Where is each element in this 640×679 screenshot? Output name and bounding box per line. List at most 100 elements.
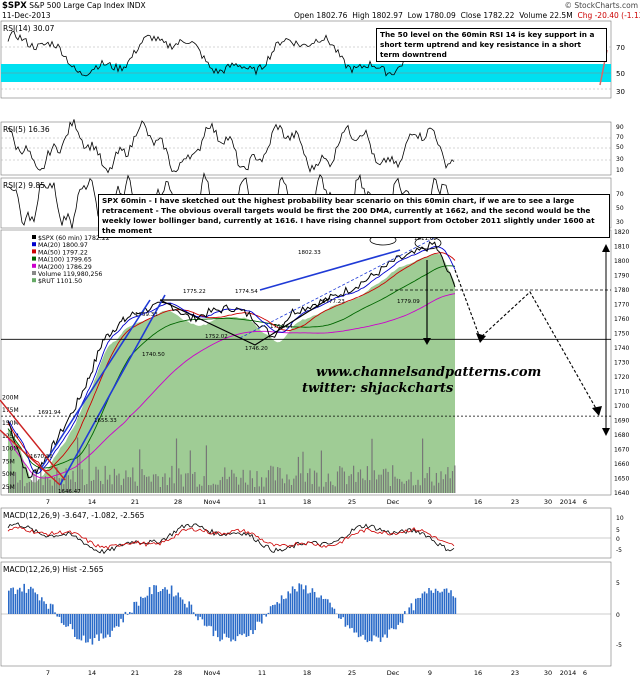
volume-bar [353,465,355,493]
price-tick: 1690 [614,418,629,425]
histogram-bar [243,614,245,634]
histogram-bar [241,614,243,636]
volume-bar [364,480,366,493]
date-tick: 16 [474,669,482,677]
histogram-bar [322,599,325,614]
drop-arrowhead [423,338,431,345]
volume-bar [251,478,253,493]
legend-item: MA(50) 1797.22 [38,249,88,256]
histogram-bar [100,614,102,634]
date-tick: 11 [258,669,266,677]
histogram-bar [201,614,204,620]
histogram-bar [245,614,248,637]
volume-value: Volume 22.5M [519,11,573,20]
histogram-bar [353,614,355,633]
volume-bar [93,479,95,493]
volume-bar [88,444,90,493]
histogram-bar [258,614,261,622]
macd-line [7,522,455,555]
histogram-bar [355,614,358,633]
volume-bar [228,476,230,493]
histogram-bar [76,614,78,640]
exchange: INDX [126,1,146,10]
histogram-bar [184,603,186,614]
volume-bar [162,476,164,493]
rsi5-tick-10: 10 [616,167,624,174]
date-tick: 25 [348,669,356,677]
histogram-bar [87,614,89,643]
histogram-bar [47,608,50,614]
volume-bar [440,471,442,493]
volume-bar [240,477,242,493]
volume-bar [263,486,265,493]
volume-bar [60,478,63,493]
volume-bar [86,484,88,493]
volume-bar [129,477,132,493]
volume-bar [290,484,293,493]
change-value: Chg -20.40 (-1.13%) [577,11,640,20]
price-label: 1646.47 [58,489,81,495]
histogram-bar [283,599,285,614]
volume-tick: 25M [2,484,15,491]
volume-bar [300,473,302,493]
histogram-bar [153,585,155,614]
red-trend-line [0,399,66,481]
watermark-twitter: twitter: shjackcharts [302,381,454,396]
histogram-bar [137,605,140,614]
volume-bar [451,471,454,493]
volume-bar [152,474,155,493]
volume-bar [373,470,375,493]
volume-bar [415,484,417,493]
histogram-bar [228,614,230,638]
histogram-bar [265,614,267,617]
volume-bar [17,482,19,493]
volume-bar [125,470,127,493]
histogram-bar [452,596,454,614]
volume-tick: 75M [2,458,15,465]
histogram-bar [219,614,221,642]
volume-bar [366,466,368,493]
legend-swatch [32,235,36,239]
volume-bar [201,485,203,493]
histogram-bar [168,593,171,614]
price-tick: 1740 [614,345,629,352]
histogram-bar [287,591,289,614]
volume-bar [132,467,134,493]
histogram-bar [91,614,94,645]
volume-bar [449,478,451,493]
histogram-bar [199,614,201,617]
histogram-bar [434,588,437,614]
histogram-bar [357,614,360,638]
histogram-bar [32,588,34,614]
volume-bar [102,484,104,493]
rsi14-tick-30: 30 [616,88,625,96]
volume-bar [433,485,435,493]
volume-bar [369,480,371,493]
histogram-bar [448,592,450,614]
histogram-bar [148,587,151,614]
histogram-bar [16,589,19,614]
volume-bar [362,478,364,493]
volume-bar [118,473,120,493]
volume-bar [226,479,228,493]
volume-bar [376,479,378,493]
volume-bar [307,473,309,493]
volume-bar [157,476,159,493]
histogram-bar [120,614,122,619]
histogram-bar [318,597,320,614]
volume-bar [431,481,433,493]
histogram-bar [294,589,296,614]
volume-bar [238,484,240,493]
volume-bar [171,465,173,493]
channel-line [259,249,401,291]
volume-bar [141,469,143,493]
volume-bar [189,450,191,493]
date-tick: 14 [88,669,96,677]
histogram-bar [421,593,424,614]
date-tick: 18 [303,669,311,677]
histogram-bar [60,614,63,624]
volume-bar [33,473,35,493]
histogram-bar [247,614,250,637]
date-tick: 7 [46,498,50,506]
histogram-bar [366,614,369,643]
